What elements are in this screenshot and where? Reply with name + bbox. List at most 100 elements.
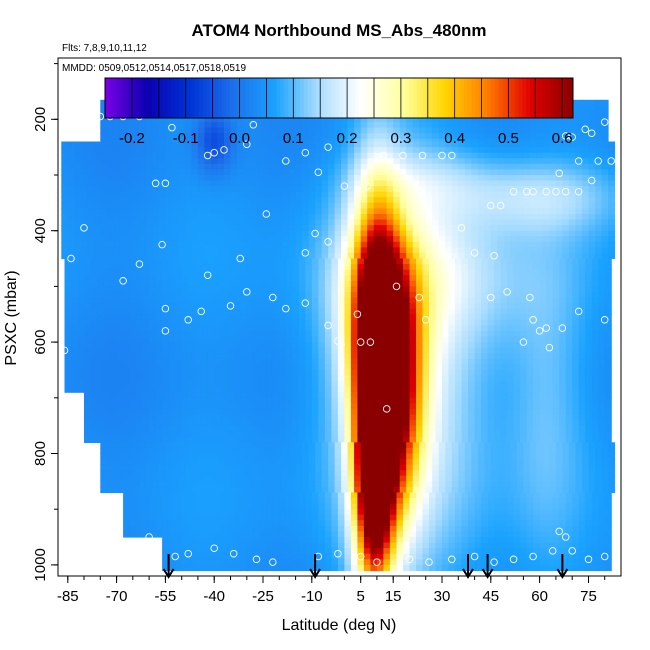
heatmap-cell — [171, 208, 179, 215]
heatmap-cell — [503, 175, 511, 182]
heatmap-cell — [520, 330, 528, 338]
heatmap-cell — [555, 127, 563, 134]
heatmap-cell — [67, 180, 75, 187]
heatmap-cell — [214, 425, 222, 432]
heatmap-cell — [601, 214, 609, 221]
heatmap-cell — [393, 186, 401, 193]
heatmap-cell — [370, 308, 378, 315]
heatmap-cell — [184, 122, 192, 129]
heatmap-cell — [513, 342, 521, 349]
heatmap-cell — [77, 353, 85, 360]
heatmap-cell — [396, 314, 404, 321]
heatmap-cell — [240, 319, 248, 326]
heatmap-cell — [123, 397, 131, 404]
heatmap-cell — [484, 175, 492, 182]
heatmap-cell — [113, 208, 121, 215]
heatmap-cell — [403, 319, 411, 326]
heatmap-cell — [165, 252, 173, 260]
heatmap-cell — [188, 408, 196, 416]
heatmap-cell — [266, 425, 274, 432]
heatmap-cell — [119, 202, 127, 209]
heatmap-cell — [90, 403, 98, 410]
heatmap-cell — [497, 158, 505, 165]
heatmap-cell — [334, 230, 342, 237]
heatmap-cell — [217, 241, 225, 248]
heatmap-cell — [308, 116, 316, 123]
heatmap-cell — [448, 264, 456, 271]
heatmap-cell — [575, 169, 583, 176]
heatmap-cell — [595, 152, 603, 159]
heatmap-cell — [370, 420, 378, 427]
heatmap-cell — [129, 364, 137, 371]
heatmap-cell — [289, 186, 297, 193]
heatmap-cell — [201, 353, 209, 360]
heatmap-cell — [250, 197, 258, 204]
heatmap-cell — [217, 169, 225, 176]
heatmap-cell — [100, 110, 108, 118]
heatmap-cell — [344, 264, 352, 271]
heatmap-cell — [396, 347, 404, 354]
heatmap-cell — [510, 127, 518, 134]
heatmap-cell — [272, 364, 280, 371]
heatmap-cell — [555, 152, 563, 159]
heatmap-cell — [194, 425, 202, 432]
heatmap-cell — [360, 191, 368, 198]
heatmap-cell — [396, 425, 404, 432]
heatmap-cell — [162, 408, 170, 416]
heatmap-cell — [337, 425, 345, 432]
heatmap-cell — [67, 208, 75, 215]
heatmap-cell — [396, 364, 404, 371]
heatmap-cell — [77, 375, 85, 382]
heatmap-cell — [403, 414, 411, 421]
heatmap-cell — [181, 264, 189, 271]
heatmap-cell — [406, 214, 414, 221]
heatmap-cell — [152, 225, 160, 232]
heatmap-cell — [149, 275, 157, 282]
heatmap-cell — [259, 336, 267, 343]
heatmap-cell — [149, 258, 157, 265]
heatmap-cell — [188, 358, 196, 365]
heatmap-cell — [520, 291, 528, 299]
heatmap-cell — [572, 297, 580, 304]
heatmap-cell — [175, 420, 183, 427]
heatmap-cell — [523, 197, 531, 204]
heatmap-cell — [158, 133, 166, 140]
heatmap-cell — [211, 252, 219, 260]
heatmap-cell — [308, 214, 316, 221]
heatmap-cell — [393, 230, 401, 237]
heatmap-cell — [412, 141, 420, 148]
heatmap-cell — [289, 152, 297, 159]
heatmap-cell — [113, 247, 121, 254]
heatmap-cell — [481, 303, 489, 310]
heatmap-cell — [383, 369, 391, 377]
heatmap-cell — [490, 152, 498, 159]
heatmap-cell — [279, 347, 287, 354]
heatmap-cell — [455, 342, 463, 349]
heatmap-cell — [370, 330, 378, 338]
heatmap-cell — [318, 386, 326, 393]
heatmap-cell — [542, 219, 550, 226]
heatmap-cell — [328, 214, 336, 221]
heatmap-cell — [337, 414, 345, 421]
heatmap-cell — [604, 364, 612, 371]
heatmap-cell — [84, 303, 92, 310]
heatmap-cell — [429, 303, 437, 310]
heatmap-cell — [341, 252, 349, 260]
heatmap-cell — [357, 420, 365, 427]
heatmap-cell — [116, 308, 124, 315]
heatmap-cell — [305, 353, 313, 360]
heatmap-cell — [331, 353, 339, 360]
heatmap-cell — [103, 364, 111, 371]
heatmap-cell — [376, 275, 384, 282]
heatmap-cell — [435, 403, 443, 410]
heatmap-cell — [536, 163, 544, 170]
heatmap-cell — [259, 425, 267, 432]
heatmap-cell — [474, 314, 482, 321]
heatmap-cell — [243, 186, 251, 193]
heatmap-cell — [412, 133, 420, 140]
heatmap-cell — [598, 386, 606, 393]
heatmap-cell — [442, 386, 450, 393]
heatmap-cell — [142, 342, 150, 349]
heatmap-cell — [285, 408, 293, 416]
heatmap-cell — [116, 381, 124, 388]
